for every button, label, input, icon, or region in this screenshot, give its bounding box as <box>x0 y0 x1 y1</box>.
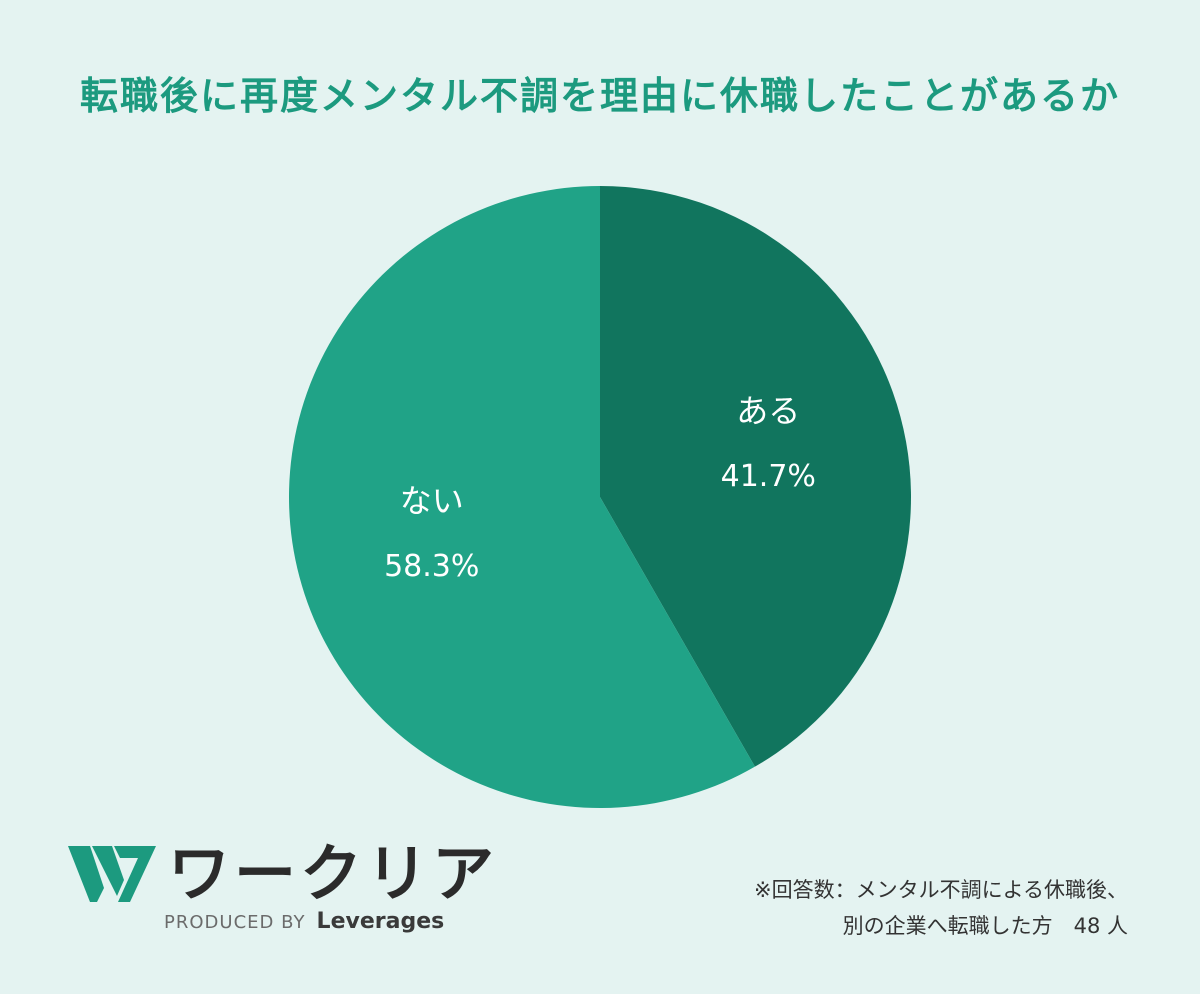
pie-slice-aru <box>600 186 911 767</box>
slice-value-aru: 41.7% <box>721 459 816 494</box>
slice-label-nai: ない <box>400 482 464 520</box>
produced-by-text: PRODUCED BY <box>164 912 306 933</box>
logo-name: ワークリア <box>168 837 499 910</box>
w-logo-icon <box>68 846 156 902</box>
note-line-2: 別の企業へ転職した方 48 人 <box>842 914 1128 938</box>
pie-slice-nai <box>288 186 755 808</box>
slice-value-nai: 58.3% <box>384 549 479 584</box>
slice-label-aru: ある <box>736 392 800 430</box>
workliar-logo: ワークリア PRODUCED BY Leverages <box>68 836 494 946</box>
leverages-brand: Leverages <box>316 909 445 934</box>
chart-title: 転職後に再度メンタル不調を理由に休職したことがあるか <box>79 74 1120 118</box>
logo-produced-by: PRODUCED BY Leverages <box>164 908 444 937</box>
respondent-note: ※回答数：メンタル不調による休職後、 別の企業へ転職した方 48 人 <box>754 872 1128 944</box>
note-line-1: ※回答数：メンタル不調による休職後、 <box>754 878 1128 902</box>
